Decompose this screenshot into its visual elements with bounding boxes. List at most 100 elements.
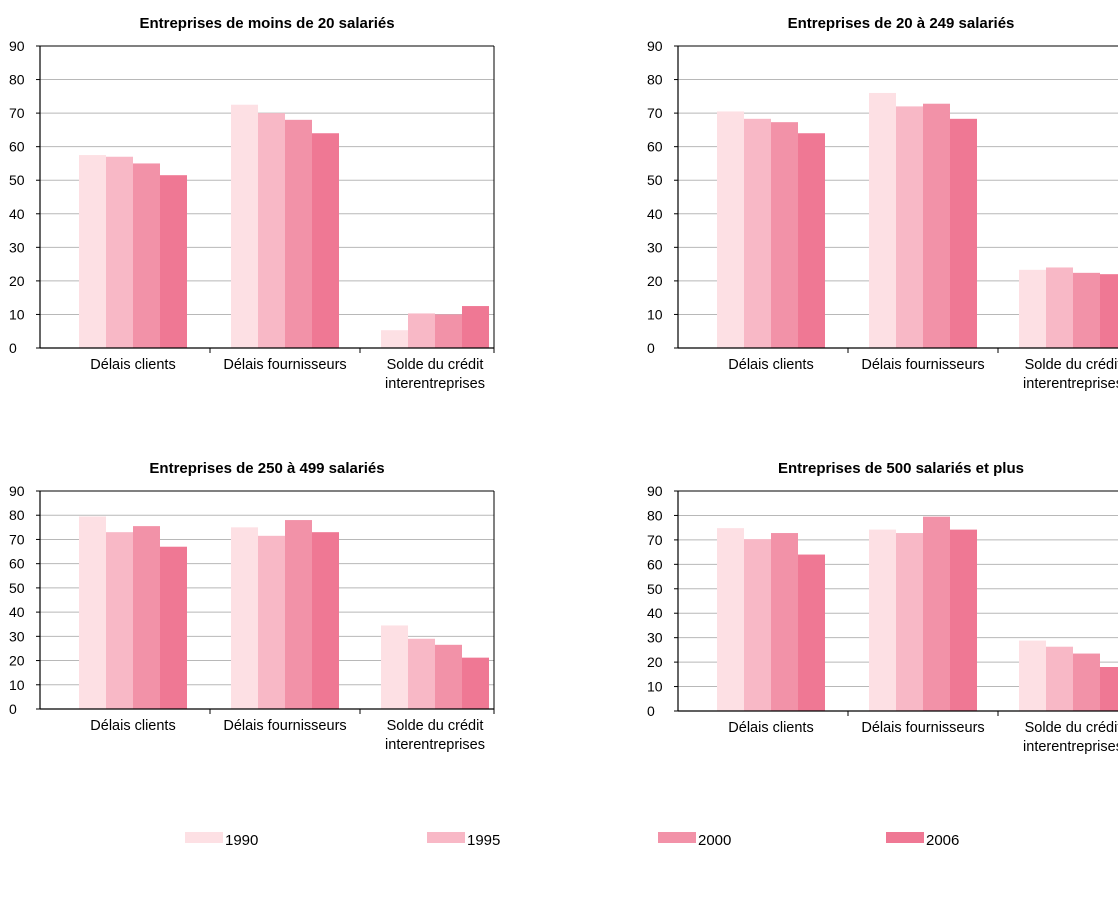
y-tick-label: 90 (647, 38, 663, 54)
bar-1990-1 (79, 516, 106, 709)
y-tick-label: 60 (647, 556, 663, 572)
bar-2006-1 (160, 175, 187, 348)
bar-1995-2 (258, 113, 285, 348)
chart-panel-1: Entreprises de moins de 20 salariés 0 10 20… (9, 15, 495, 392)
bar-1995-2 (896, 106, 923, 349)
category-label: Délais clients (728, 720, 813, 736)
legend-swatch (658, 832, 696, 843)
category-label: Délais clients (90, 357, 175, 373)
legend-label: 1995 (467, 832, 500, 849)
legend-swatch (886, 832, 924, 843)
bar-1990-2 (869, 92, 896, 348)
bar-2000-1 (771, 122, 798, 348)
legend-item-2000: 2000 (658, 832, 731, 849)
y-tick-label: 80 (9, 72, 25, 88)
category-label: interentreprises (385, 376, 485, 392)
legend-swatch (427, 832, 465, 843)
chart-title: Entreprises de moins de 20 salariés (139, 15, 394, 32)
category-label: Délais fournisseurs (223, 718, 346, 734)
bar-2006-1 (798, 133, 825, 348)
y-tick-label: 50 (647, 172, 663, 188)
bar-2000-1 (133, 526, 160, 709)
y-tick-label: 90 (647, 483, 663, 499)
bar-2006-3 (462, 657, 489, 709)
y-tick-label: 0 (9, 340, 17, 356)
y-tick-label: 70 (647, 532, 663, 548)
y-tick-label: 80 (9, 507, 25, 523)
bar-2000-2 (285, 520, 312, 709)
bar-2000-2 (923, 103, 950, 349)
chart-title: Entreprises de 500 salariés et plus (778, 460, 1024, 477)
y-tick-label: 40 (9, 206, 25, 222)
bar-2000-1 (771, 533, 798, 711)
bar-1995-3 (1046, 646, 1073, 711)
category-label: interentreprises (1023, 739, 1118, 755)
legend-item-2006: 2006 (886, 832, 959, 849)
legend-label: 1990 (225, 832, 258, 849)
y-tick-label: 50 (9, 580, 25, 596)
bar-2006-2 (312, 532, 339, 709)
legend-swatch (185, 832, 223, 843)
bar-1995-2 (258, 535, 285, 709)
y-tick-label: 20 (9, 273, 25, 289)
y-tick-label: 60 (9, 556, 25, 572)
y-tick-label: 60 (647, 139, 663, 155)
y-tick-label: 60 (9, 139, 25, 155)
y-tick-label: 80 (647, 72, 663, 88)
y-tick-label: 70 (9, 105, 25, 121)
y-tick-label: 10 (9, 306, 25, 322)
chart-title: Entreprises de 250 à 499 salariés (149, 460, 384, 477)
bar-1995-3 (1046, 267, 1073, 348)
bar-1990-3 (381, 330, 408, 348)
category-label: Délais fournisseurs (861, 357, 984, 373)
bar-1995-1 (744, 118, 771, 348)
y-tick-label: 30 (9, 628, 25, 644)
category-label: interentreprises (385, 737, 485, 753)
bar-2006-3 (1100, 274, 1118, 348)
category-label: Solde du crédit (387, 718, 484, 734)
y-tick-label: 10 (9, 677, 25, 693)
bar-2000-2 (285, 119, 312, 348)
bar-1990-2 (231, 527, 258, 709)
bar-1990-3 (1019, 640, 1046, 711)
y-tick-label: 40 (647, 206, 663, 222)
chart-panel-3: Entreprises de 250 à 499 salariés 0 10 20 30… (9, 460, 495, 753)
legend-label: 2006 (926, 832, 959, 849)
bar-2006-1 (798, 554, 825, 711)
category-label: Solde du crédit (1025, 357, 1118, 373)
category-label: interentreprises (1023, 376, 1118, 392)
y-tick-label: 20 (9, 653, 25, 669)
bar-2006-2 (950, 118, 977, 348)
y-tick-label: 80 (647, 507, 663, 523)
category-label: Délais clients (728, 357, 813, 373)
y-tick-label: 70 (9, 531, 25, 547)
bar-1995-1 (106, 532, 133, 709)
bar-2000-3 (435, 644, 462, 709)
bar-1995-1 (744, 539, 771, 711)
bar-2006-3 (1100, 667, 1118, 711)
legend-item-1995: 1995 (427, 832, 500, 849)
y-tick-label: 0 (9, 701, 17, 717)
y-tick-label: 0 (647, 703, 655, 719)
legend: 1990 1995 2000 2006 (185, 832, 959, 849)
bar-1995-3 (408, 638, 435, 709)
bar-2006-3 (462, 306, 489, 348)
bar-2000-3 (1073, 653, 1100, 711)
chart-panel-2: Entreprises de 20 à 249 salariés 0 10 20 30 4… (647, 15, 1118, 392)
bar-2000-1 (133, 163, 160, 348)
y-tick-label: 50 (647, 581, 663, 597)
y-tick-label: 40 (9, 604, 25, 620)
y-tick-label: 20 (647, 654, 663, 670)
bar-2000-3 (435, 314, 462, 348)
y-tick-label: 90 (9, 483, 25, 499)
bar-2006-2 (950, 529, 977, 711)
bar-2006-1 (160, 546, 187, 709)
bar-1995-2 (896, 533, 923, 711)
bar-1990-1 (79, 155, 106, 348)
legend-item-1990: 1990 (185, 832, 258, 849)
chart-title: Entreprises de 20 à 249 salariés (788, 15, 1015, 32)
y-tick-label: 90 (9, 38, 25, 54)
category-label: Délais fournisseurs (223, 357, 346, 373)
bar-1990-3 (381, 625, 408, 709)
bar-1995-3 (408, 313, 435, 348)
